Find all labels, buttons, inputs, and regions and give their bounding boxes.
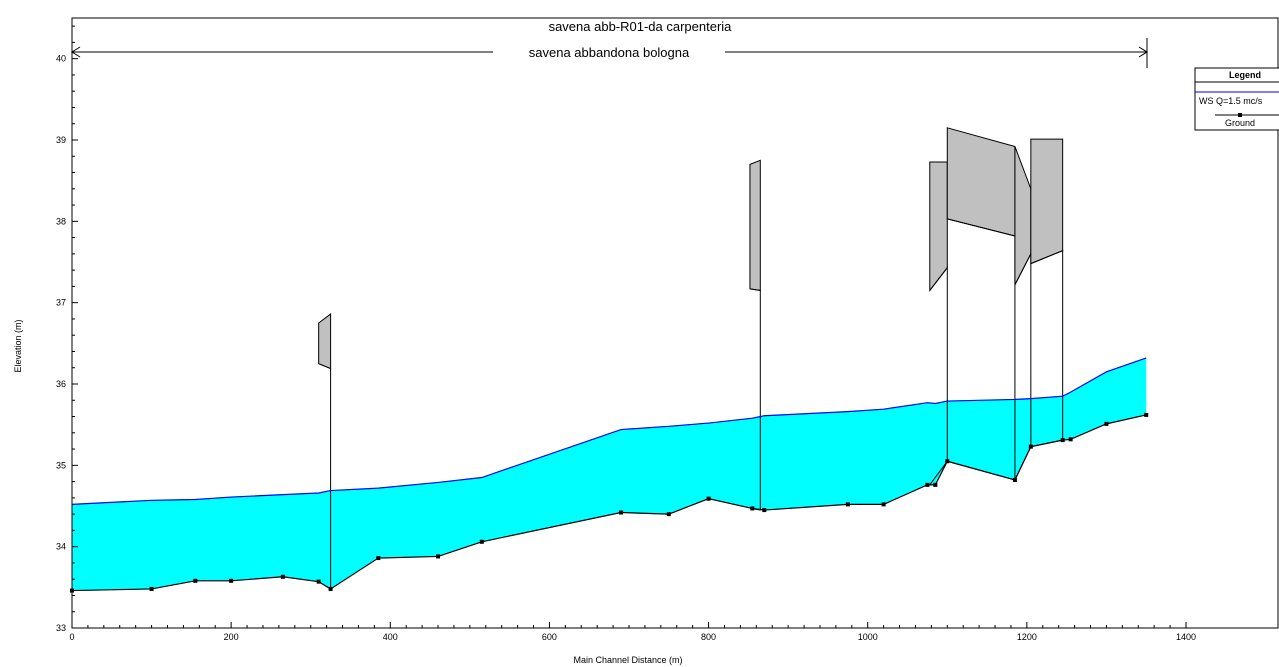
- x-tick-label: 200: [224, 632, 239, 642]
- structure-deck: [946, 127, 1016, 237]
- ground-point: [229, 578, 234, 583]
- ws-line: [71, 357, 1147, 505]
- ground-point: [280, 574, 285, 579]
- ground-point: [436, 554, 441, 559]
- reach-extent-arrow: savena abbandona bologna: [71, 38, 1148, 68]
- ground-point: [762, 508, 767, 513]
- legend-title: Legend: [1229, 70, 1261, 80]
- ground-point: [881, 502, 886, 507]
- ground-point: [750, 506, 755, 511]
- structure-4: [946, 127, 1016, 481]
- ground-point: [1060, 438, 1065, 443]
- reach-arrow-right-head: [1138, 46, 1148, 58]
- ground-point: [1028, 444, 1033, 449]
- ground-point: [925, 482, 930, 487]
- ground-point: [376, 556, 381, 561]
- y-tick-label: 40: [56, 54, 66, 64]
- structure-opening: [929, 266, 948, 486]
- structure-deck: [1030, 138, 1064, 265]
- ground-point: [149, 586, 154, 591]
- legend-ws-label: WS Q=1.5 mc/s: [1199, 96, 1263, 106]
- y-tick-label: 36: [56, 379, 66, 389]
- y-tick-label: 34: [56, 542, 66, 552]
- axes-layer: 0 200 400 600 800 1000 1200 1400 33 34 35 36 37 38 39 4…: [56, 25, 1196, 642]
- ground-point: [619, 510, 624, 515]
- x-tick-label: 0: [69, 632, 74, 642]
- y-tick-label: 38: [56, 216, 66, 226]
- structure-deck: [318, 313, 332, 370]
- ground-point: [316, 579, 321, 584]
- structure-5: [1014, 146, 1032, 481]
- ground-point: [666, 512, 671, 517]
- ground-point: [479, 539, 484, 544]
- structure-1: [318, 313, 332, 590]
- plot-layer: [70, 127, 1149, 593]
- ground-point: [193, 578, 198, 583]
- ground-point: [328, 586, 333, 591]
- ground-point: [1104, 421, 1109, 426]
- ground-point: [706, 496, 711, 501]
- y-tick-label: 35: [56, 460, 66, 470]
- x-tick-label: 1000: [858, 632, 878, 642]
- x-axis-label: Main Channel Distance (m): [573, 655, 682, 665]
- structure-deck: [749, 159, 761, 292]
- ground-point: [1144, 412, 1149, 417]
- water-area: [72, 357, 1147, 591]
- plot-frame: [71, 17, 1279, 629]
- y-axis-label: Elevation (m): [13, 319, 23, 372]
- chart-title: savena abb-R01-da carpenteria: [549, 19, 733, 34]
- x-tick-label: 1200: [1017, 632, 1037, 642]
- y-tick-label: 39: [56, 135, 66, 145]
- y-tick-label: 33: [56, 623, 66, 633]
- reach-arrow-left-head: [71, 46, 81, 58]
- ground-point: [933, 482, 938, 487]
- ground-point: [845, 502, 850, 507]
- legend: Legend WS Q=1.5 mc/s Ground: [1194, 67, 1279, 131]
- x-tick-label: 1400: [1176, 632, 1196, 642]
- ground-point: [945, 459, 950, 464]
- ground-point: [1012, 477, 1017, 482]
- x-tick-label: 800: [701, 632, 716, 642]
- structure-6: [1030, 138, 1064, 448]
- structure-3: [929, 161, 948, 486]
- ground-point: [1068, 437, 1073, 442]
- chart-subtitle: savena abbandona bologna: [529, 45, 690, 60]
- x-tick-label: 400: [383, 632, 398, 642]
- legend-ground-marker: [1238, 113, 1242, 117]
- legend-ground-label: Ground: [1225, 118, 1255, 128]
- ground-line: [71, 414, 1147, 592]
- x-tick-label: 600: [542, 632, 557, 642]
- legend-box: [1194, 67, 1279, 131]
- y-tick-label: 37: [56, 298, 66, 308]
